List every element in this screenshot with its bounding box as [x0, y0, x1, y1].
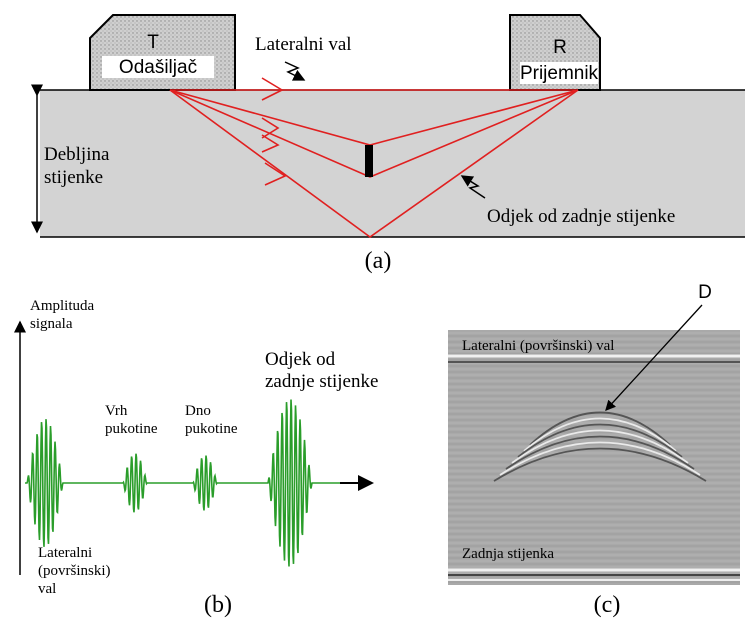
crack-bottom-label: pukotine	[185, 421, 238, 437]
echo-label: Odjek od	[265, 349, 336, 370]
caption: (a)	[365, 248, 392, 274]
caption: (b)	[204, 592, 232, 618]
echo-label: zadnje stijenke	[265, 371, 378, 392]
crack-top-label: pukotine	[105, 421, 158, 437]
figure: T Odašiljač R Prijemnik Lateralni val De…	[0, 0, 748, 622]
axis-label: Amplituda	[30, 298, 95, 314]
panel-c: D Lateralni (površinski) val Zadnja stij…	[448, 282, 740, 618]
crack-bottom-label: Dno	[185, 403, 211, 419]
panel-a: T Odašiljač R Prijemnik Lateralni val De…	[37, 15, 745, 274]
lateral-wave-label: Lateralni val	[255, 34, 352, 55]
receiver-label: Prijemnik	[520, 63, 599, 84]
lateral-label: Lateralni (površinski) val	[462, 338, 614, 354]
transmitter-letter: T	[147, 32, 159, 53]
waveform	[25, 400, 340, 567]
crack	[365, 145, 373, 177]
crack-top-label: Vrh	[105, 403, 128, 419]
thickness-label: stijenke	[44, 167, 103, 188]
back-wall-echo-label: Odjek od zadnje stijenke	[487, 206, 675, 227]
defect-label: D	[698, 282, 712, 303]
caption: (c)	[594, 592, 621, 618]
thickness-label: Debljina	[44, 144, 110, 165]
panel-b: Amplituda signala Vrh pukotine Dno pukot…	[20, 298, 378, 618]
transmitter-label: Odašiljač	[119, 57, 197, 78]
axis-label: signala	[30, 316, 73, 332]
lateral-label: (površinski)	[38, 563, 111, 579]
receiver-letter: R	[553, 37, 567, 58]
lateral-label: Lateralni	[38, 545, 92, 561]
back-wall-label: Zadnja stijenka	[462, 546, 554, 562]
transmitter	[90, 15, 235, 90]
lateral-label: val	[38, 581, 56, 597]
